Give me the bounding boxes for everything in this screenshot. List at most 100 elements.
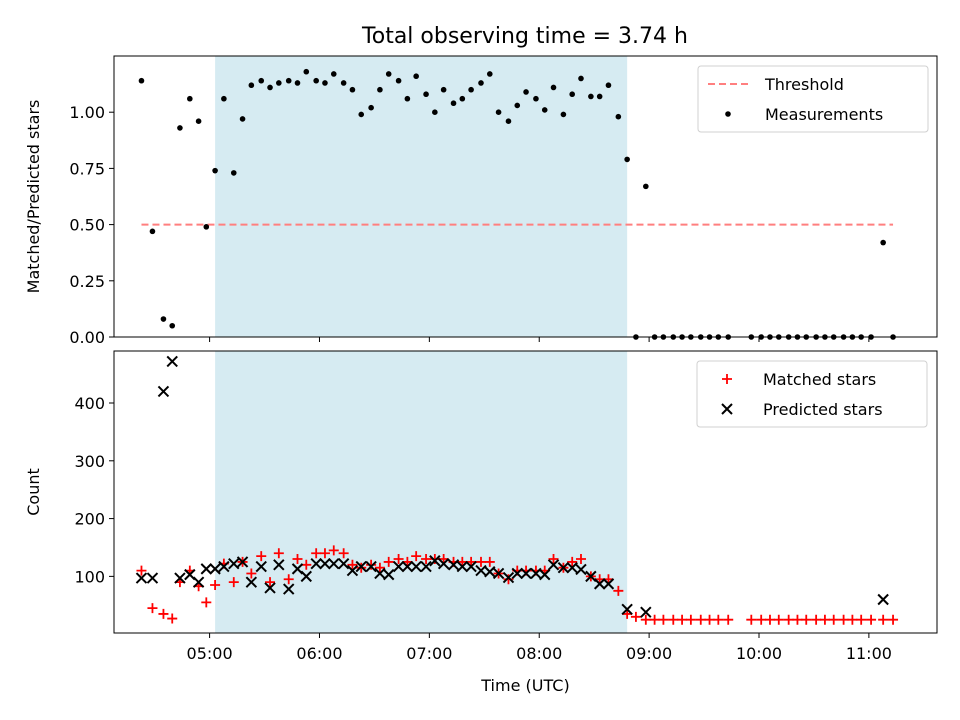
predicted-star-point xyxy=(174,572,186,584)
chart-title: Total observing time = 3.74 h xyxy=(361,24,688,49)
legend-predicted-swatch xyxy=(721,403,733,415)
y-tick-label: 0.00 xyxy=(69,328,105,347)
observing-window-shade xyxy=(215,56,628,337)
matched-star-point xyxy=(228,577,239,588)
matched-star-point xyxy=(704,614,715,625)
predicted-star-point xyxy=(539,568,551,581)
axes-frame xyxy=(113,350,938,634)
legend-box xyxy=(697,65,929,133)
bottom-panel: 100 200 300 400 05:00 06:00 07:00 08:00 09:00 10:… xyxy=(24,350,938,695)
measurement-point xyxy=(432,109,438,115)
legend-matched-swatch xyxy=(722,374,732,384)
legend-label: Matched stars xyxy=(763,370,876,389)
y-tick-label: 200 xyxy=(74,510,105,529)
matched-star-point xyxy=(878,614,889,625)
measurement-point xyxy=(212,167,218,174)
matched-star-point xyxy=(311,548,322,559)
matched-star-point xyxy=(256,551,267,562)
predicted-star-point xyxy=(382,568,395,581)
legend-label: Predicted stars xyxy=(763,400,883,419)
predicted-star-point xyxy=(337,557,350,570)
measurement-point xyxy=(478,80,484,86)
measurement-point xyxy=(541,107,548,113)
x-tick-label: 06:00 xyxy=(296,644,342,663)
x-tick-label: 11:00 xyxy=(846,644,892,663)
predicted-star-point xyxy=(328,557,340,570)
matched-star-point xyxy=(319,548,330,559)
y-axis-label: Count xyxy=(24,468,43,516)
matched-star-point xyxy=(136,565,147,576)
measurement-point xyxy=(203,224,210,230)
measurement-point xyxy=(187,95,193,102)
predicted-star-point xyxy=(236,556,249,568)
measurement-point xyxy=(230,170,237,176)
predicted-star-point xyxy=(557,561,570,574)
predicted-star-point xyxy=(877,593,889,606)
measurement-point xyxy=(624,156,630,163)
matched-star-point xyxy=(773,614,784,625)
legend: Threshold Measurements xyxy=(697,65,929,133)
predicted-star-point xyxy=(283,583,295,595)
measurement-point xyxy=(605,82,612,89)
predicted-star-point xyxy=(621,603,633,616)
matched-star-point xyxy=(756,614,767,625)
measurement-point xyxy=(615,113,622,120)
predicted-star-point xyxy=(575,563,587,576)
matched-star-point xyxy=(383,556,394,567)
predicted-star-point xyxy=(146,572,159,584)
measurement-point xyxy=(404,95,411,102)
measurement-point xyxy=(423,91,429,98)
matched-star-point xyxy=(167,613,178,624)
measurement-point xyxy=(588,93,594,100)
matched-star-point xyxy=(685,614,696,625)
matched-star-point xyxy=(713,614,724,625)
predicted-star-point xyxy=(392,560,405,573)
matched-star-point xyxy=(792,614,803,625)
matched-star-point xyxy=(847,614,858,625)
legend-label: Measurements xyxy=(765,105,883,124)
measurement-point xyxy=(195,118,202,124)
matched-star-point xyxy=(421,554,432,565)
y-axis-label: Matched/Predicted stars xyxy=(24,100,43,294)
matched-star-point xyxy=(548,554,559,565)
predicted-star-point xyxy=(310,557,322,570)
measurement-point xyxy=(377,86,383,93)
matched-star-point xyxy=(801,614,812,625)
matched-star-point xyxy=(201,597,212,608)
predicted-star-point xyxy=(346,564,359,577)
predicted-star-point xyxy=(502,571,515,584)
x-tick-label: 09:00 xyxy=(626,644,672,663)
predicted-star-point xyxy=(273,559,285,571)
x-tick-label: 05:00 xyxy=(187,644,233,663)
matched-star-point xyxy=(292,554,303,565)
measurement-point xyxy=(138,77,145,84)
matched-star-point xyxy=(746,614,757,625)
predicted-star-point xyxy=(218,560,230,573)
measurement-point xyxy=(177,125,183,131)
measurement-point xyxy=(368,104,374,111)
legend: Matched stars Predicted stars xyxy=(696,360,928,428)
matched-star-point xyxy=(393,554,404,565)
matched-star-point xyxy=(649,614,660,625)
measurement-point xyxy=(276,80,282,86)
y-tick-label: 300 xyxy=(74,452,105,471)
predicted-star-point xyxy=(547,559,560,571)
predicted-star-point xyxy=(640,606,652,618)
predicted-star-point xyxy=(228,557,240,570)
y-tick-label: 0.75 xyxy=(69,159,105,178)
matched-star-point xyxy=(147,603,158,614)
predicted-star-point xyxy=(401,560,414,573)
matched-star-point xyxy=(819,614,830,625)
predicted-star-point xyxy=(593,578,606,590)
measurement-point xyxy=(459,95,466,102)
measurement-point xyxy=(550,84,557,91)
measurement-point xyxy=(413,73,419,80)
x-tick-label: 08:00 xyxy=(516,644,562,663)
measurement-point xyxy=(330,71,337,77)
matched-star-point xyxy=(856,614,867,625)
x-tick-label: 07:00 xyxy=(406,644,452,663)
matched-star-point xyxy=(723,614,734,625)
measurement-point xyxy=(468,86,474,93)
matched-star-point xyxy=(347,559,358,570)
measurement-point xyxy=(294,80,301,86)
